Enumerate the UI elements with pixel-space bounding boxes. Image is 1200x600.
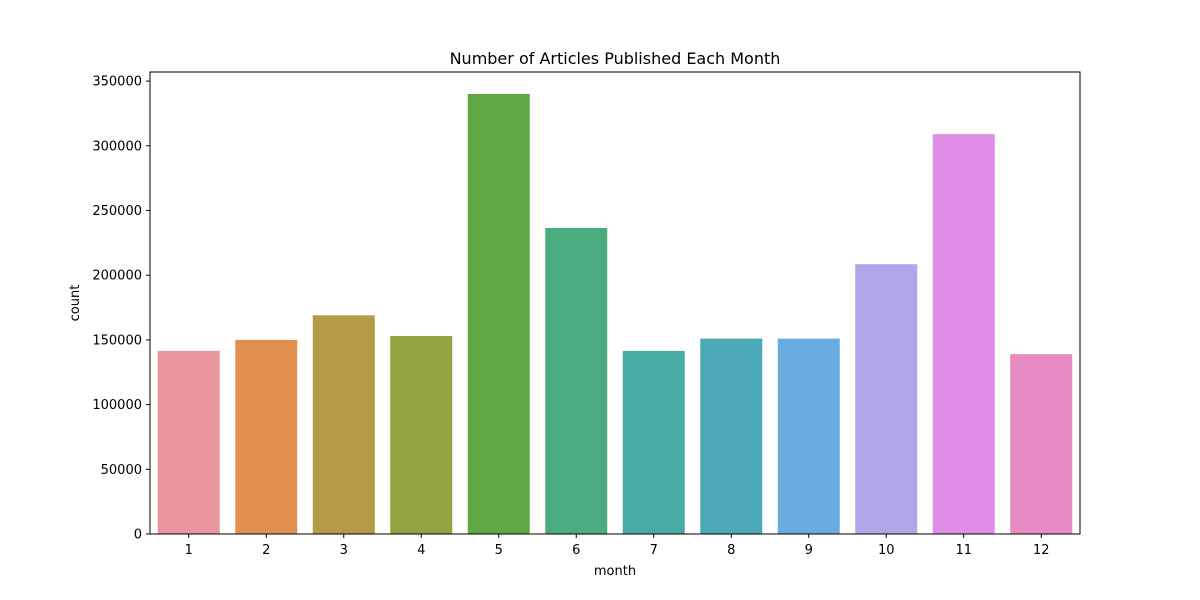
plot-frame <box>149 71 1081 535</box>
x-tick-label: 4 <box>417 543 425 558</box>
y-tick-label: 250000 <box>92 204 142 219</box>
y-axis-label: count <box>68 285 83 322</box>
x-tick-label: 8 <box>727 543 735 558</box>
bars <box>157 94 1073 534</box>
bar-month-2 <box>235 339 298 534</box>
bar-month-3 <box>312 315 375 534</box>
y-tick-label: 0 <box>134 528 142 543</box>
bar-month-4 <box>390 336 453 534</box>
bar-month-5 <box>467 94 530 534</box>
x-tick-label: 5 <box>495 543 503 558</box>
x-tick-label: 3 <box>340 543 348 558</box>
x-tick-label: 10 <box>878 543 895 558</box>
y-tick-label: 150000 <box>92 333 142 348</box>
x-tick-label: 11 <box>955 543 972 558</box>
x-axis-ticks: 1 2 3 4 5 6 7 8 9 10 11 12 <box>185 534 1050 558</box>
bar-month-7 <box>622 350 685 534</box>
x-tick-label: 9 <box>805 543 813 558</box>
bar-month-1 <box>157 350 220 534</box>
bar-month-12 <box>1010 354 1073 534</box>
y-tick-label: 50000 <box>101 463 142 478</box>
y-tick-label: 300000 <box>92 139 142 154</box>
y-tick-label: 200000 <box>92 269 142 284</box>
x-tick-label: 12 <box>1033 543 1050 558</box>
x-axis-label: month <box>594 564 636 579</box>
bar-month-6 <box>545 227 608 534</box>
x-tick-label: 7 <box>650 543 658 558</box>
x-tick-label: 2 <box>262 543 270 558</box>
y-tick-label: 100000 <box>92 398 142 413</box>
bar-month-9 <box>777 338 840 534</box>
y-axis-ticks: 0 50000 100000 150000 200000 250000 300000 3500… <box>92 75 150 543</box>
bar-month-8 <box>700 338 763 534</box>
y-tick-label: 350000 <box>92 75 142 90</box>
bar-month-11 <box>932 134 995 534</box>
chart-title: Number of Articles Published Each Month <box>450 49 781 68</box>
bar-month-10 <box>855 264 918 534</box>
x-tick-label: 1 <box>185 543 193 558</box>
x-tick-label: 6 <box>572 543 580 558</box>
